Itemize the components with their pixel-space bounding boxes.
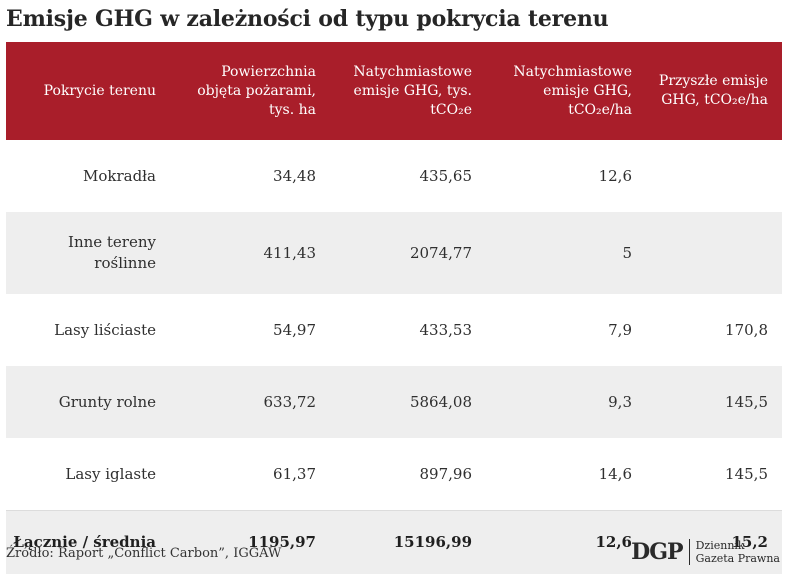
cell-area: 34,48: [273, 166, 316, 185]
table-header: Pokrycie terenu Powierzchnia objęta pożar…: [6, 42, 782, 140]
cell-avg-immediate-per-ha: 12,6: [595, 533, 632, 551]
cell-immediate-per-ha: 9,3: [608, 392, 632, 411]
cell-land-cover: Grunty rolne: [58, 392, 156, 411]
logo-mark: DGP: [631, 539, 690, 565]
cell-immediate-total: 2074,77: [409, 243, 472, 262]
cell-total-immediate: 15196,99: [393, 533, 472, 551]
cell-immediate-total: 5864,08: [409, 392, 472, 411]
header-immediate-per-ha: Natychmiastowe emisje GHG, tCO₂e/ha: [513, 63, 632, 118]
cell-area: 61,37: [273, 464, 316, 483]
cell-immediate-per-ha: 12,6: [598, 166, 632, 185]
cell-future-per-ha: 170,8: [725, 320, 768, 339]
cell-land-cover: Mokradła: [82, 166, 156, 185]
table-row: Lasy iglaste 61,37 897,96 14,6 145,5: [6, 438, 782, 510]
cell-future-per-ha: 145,5: [725, 464, 768, 483]
header-immediate-total: Natychmiastowe emisje GHG, tys. tCO₂e: [353, 63, 472, 118]
cell-immediate-per-ha: 7,9: [608, 320, 632, 339]
source-note: Źródło: Raport „Conflict Carbon”, IGGAW: [6, 546, 282, 561]
cell-area: 411,43: [263, 243, 317, 262]
dgp-logo: DGP Dziennik Gazeta Prawna: [631, 539, 780, 565]
cell-total-label: Łącznie / średnia: [13, 533, 156, 551]
cell-total-area: 1195,97: [248, 533, 316, 551]
table-row: Grunty rolne 633,72 5864,08 9,3 145,5: [6, 366, 782, 438]
table-row: Lasy liściaste 54,97 433,53 7,9 170,8: [6, 294, 782, 366]
header-land-cover: Pokrycie terenu: [43, 82, 156, 99]
header-future-per-ha: Przyszłe emisje GHG, tCO₂e/ha: [658, 73, 768, 108]
cell-area: 54,97: [273, 320, 316, 339]
cell-land-cover: Lasy liściaste: [54, 320, 156, 339]
page-title: Emisje GHG w zależności od typu pokrycia…: [6, 6, 609, 32]
logo-line-1: Dziennik: [695, 539, 745, 552]
cell-immediate-total: 435,65: [419, 166, 473, 185]
cell-avg-future-per-ha: 15,2: [731, 533, 768, 551]
emissions-table: Pokrycie terenu Powierzchnia objęta pożar…: [6, 42, 782, 574]
table-total-row: Łącznie / średnia 1195,97 15196,99 12,6 …: [6, 510, 782, 574]
cell-land-cover: Lasy iglaste: [65, 464, 156, 483]
cell-immediate-per-ha: 14,6: [598, 464, 632, 483]
header-area: Powierzchnia objęta pożarami, tys. ha: [197, 63, 316, 118]
cell-future-per-ha: 145,5: [725, 392, 768, 411]
logo-text: Dziennik Gazeta Prawna: [690, 539, 780, 565]
cell-area: 633,72: [263, 392, 317, 411]
table-row: Inne tereny roślinne 411,43 2074,77 5: [6, 212, 782, 294]
cell-immediate-per-ha: 5: [622, 243, 632, 262]
cell-immediate-total: 433,53: [419, 320, 473, 339]
table-row: Mokradła 34,48 435,65 12,6: [6, 140, 782, 212]
logo-line-2: Gazeta Prawna: [695, 552, 780, 565]
cell-land-cover: Inne tereny roślinne: [68, 233, 156, 272]
cell-immediate-total: 897,96: [419, 464, 473, 483]
